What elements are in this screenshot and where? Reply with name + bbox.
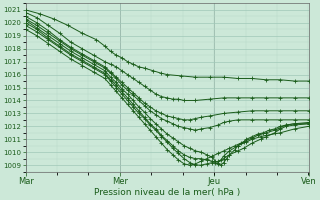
X-axis label: Pression niveau de la mer( hPa ): Pression niveau de la mer( hPa ) [94,188,240,197]
